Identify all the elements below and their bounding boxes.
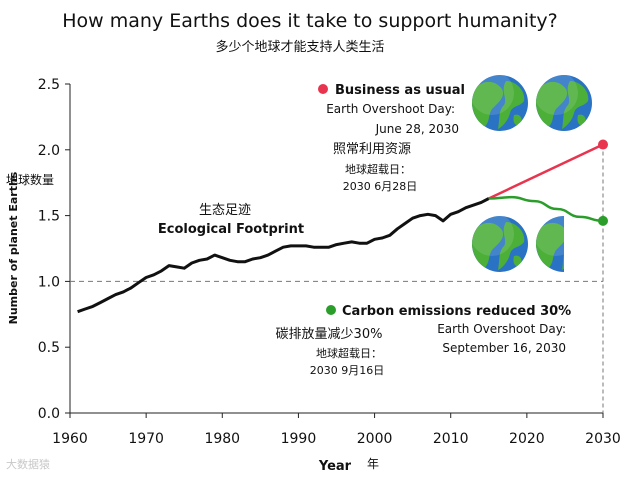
carbon-line1: Earth Overshoot Day: (437, 322, 566, 336)
x-tick-label: 2030 (585, 431, 621, 447)
y-tick-label: 0.0 (38, 406, 60, 422)
business-cn1: 照常利用资源 (333, 142, 411, 157)
business-legend-dot (318, 84, 328, 94)
business-cn3: 2030 6月28日 (343, 180, 418, 193)
business-cn2: 地球超载日： (345, 162, 411, 176)
chart-subtitle-cn: 多少个地球才能支持人类生活 (215, 39, 384, 55)
carbon-cn1: 碳排放量减少30% (276, 327, 383, 342)
y-tick-group: 0.0 0.5 1.0 1.5 2.0 2.5 (38, 77, 70, 422)
carbon-title: Carbon emissions reduced 30% (342, 304, 571, 319)
x-axis-label-cn: 年 (367, 457, 379, 471)
watermark: 大数据猿 (6, 457, 50, 471)
earth-icon (536, 75, 592, 131)
carbon-earths-group (472, 216, 564, 272)
carbon-cn3: 2030 9月16日 (310, 364, 385, 377)
earth-icon (472, 75, 528, 131)
footprint-label: Ecological Footprint (158, 222, 304, 237)
y-tick-label: 1.5 (38, 209, 60, 225)
business-line2: June 28, 2030 (375, 122, 459, 136)
x-tick-label: 1980 (204, 431, 240, 447)
carbon-cn2: 地球超载日： (316, 346, 382, 360)
x-tick-label: 2020 (509, 431, 545, 447)
half-earth-icon (536, 216, 564, 272)
y-tick-label: 0.5 (38, 340, 60, 356)
x-tick-label: 2000 (357, 431, 393, 447)
x-tick-label: 2010 (433, 431, 469, 447)
earth-icon (472, 216, 528, 272)
x-tick-label: 1960 (52, 431, 88, 447)
business-line1: Earth Overshoot Day: (326, 102, 455, 116)
y-tick-label: 2.5 (38, 77, 60, 93)
business-as-usual-line (488, 143, 604, 200)
y-tick-label: 1.0 (38, 274, 60, 290)
business-earths-group (472, 75, 592, 131)
x-axis-label: Year (318, 459, 352, 474)
x-tick-label: 1970 (128, 431, 164, 447)
y-tick-label: 2.0 (38, 143, 60, 159)
business-title: Business as usual (335, 83, 465, 98)
carbon-line2: September 16, 2030 (442, 341, 566, 355)
footprint-line (77, 197, 490, 314)
footprint-label-cn: 生态足迹 (199, 203, 251, 218)
chart-title: How many Earths does it take to support … (62, 10, 558, 32)
x-tick-label: 1990 (281, 431, 317, 447)
carbon-reduced-line (488, 195, 604, 223)
carbon-endpoint-dot (598, 215, 608, 226)
carbon-legend-dot (326, 305, 336, 315)
x-tick-group: 1960 1970 1980 1990 2000 2010 2020 2030 (52, 413, 621, 447)
y-axis-label: Number of planet Earths (7, 171, 20, 324)
business-endpoint-dot (598, 139, 608, 150)
y-axis-label-cn: 地球数量 (6, 172, 54, 187)
